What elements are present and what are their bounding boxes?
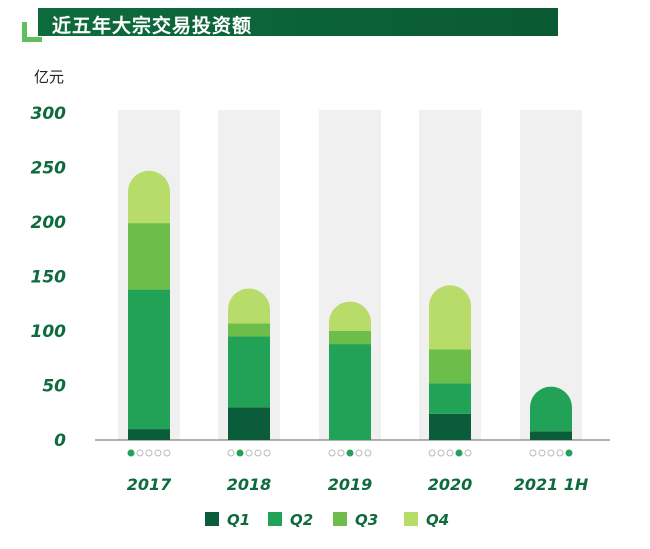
legend-label: Q2 bbox=[290, 511, 313, 529]
corner-decoration bbox=[22, 22, 42, 42]
page-dot bbox=[464, 449, 472, 457]
bar-segment-q4 bbox=[228, 288, 270, 324]
bar-segment-q2 bbox=[329, 344, 371, 440]
page-dot bbox=[154, 449, 162, 457]
y-tick-label: 300 bbox=[31, 104, 67, 124]
chart-title: 近五年大宗交易投资额 bbox=[52, 15, 253, 37]
page-dot bbox=[245, 449, 253, 457]
bar-segment-q3 bbox=[228, 323, 270, 337]
y-tick-label: 50 bbox=[42, 377, 66, 397]
x-tick-label: 2017 bbox=[127, 475, 172, 494]
y-tick-label: 200 bbox=[31, 213, 67, 233]
y-tick-label: 0 bbox=[54, 431, 66, 451]
bar-segment-q4 bbox=[429, 285, 471, 350]
bar-segment-q3 bbox=[329, 331, 371, 345]
page-dot bbox=[328, 449, 336, 457]
page-dot bbox=[227, 449, 235, 457]
column-background bbox=[520, 110, 582, 440]
page-dot bbox=[145, 449, 153, 457]
page-dot bbox=[163, 449, 171, 457]
legend-swatch bbox=[333, 512, 347, 526]
bar-segment-q2 bbox=[228, 336, 270, 408]
page-dot bbox=[446, 449, 454, 457]
bar-segment-q1 bbox=[429, 413, 471, 440]
bar-segment-q2 bbox=[530, 386, 572, 432]
page-dot bbox=[556, 449, 564, 457]
bar-segment-q2 bbox=[128, 289, 170, 430]
page-dot bbox=[254, 449, 262, 457]
page-dot bbox=[263, 449, 271, 457]
bar-segment-q4 bbox=[128, 170, 170, 224]
title-banner: 近五年大宗交易投资额 bbox=[38, 8, 558, 37]
legend-swatch bbox=[205, 512, 219, 526]
page-dot bbox=[364, 449, 372, 457]
bar-segment-q1 bbox=[128, 429, 170, 440]
page-dot bbox=[136, 449, 144, 457]
page-dot bbox=[355, 449, 363, 457]
legend-swatch bbox=[268, 512, 282, 526]
y-tick-label: 150 bbox=[31, 268, 67, 288]
page-dot bbox=[127, 449, 135, 457]
page-dot bbox=[529, 449, 537, 457]
bar-segment-q3 bbox=[128, 223, 170, 290]
page-dot bbox=[547, 449, 555, 457]
legend-label: Q3 bbox=[355, 511, 378, 529]
bar-segment-q3 bbox=[429, 349, 471, 384]
page-dot bbox=[337, 449, 345, 457]
y-tick-label: 100 bbox=[31, 322, 67, 342]
page-dot bbox=[236, 449, 244, 457]
y-axis-unit: 亿元 bbox=[34, 68, 65, 86]
page-dot bbox=[455, 449, 463, 457]
x-tick-label: 2019 bbox=[328, 475, 373, 494]
bar-segment-q4 bbox=[329, 301, 371, 331]
y-tick-label: 250 bbox=[31, 159, 67, 179]
bar-segment-q1 bbox=[530, 431, 572, 440]
legend-swatch bbox=[404, 512, 418, 526]
legend-label: Q4 bbox=[426, 511, 449, 529]
page-dot bbox=[428, 449, 436, 457]
bar-segment-q1 bbox=[228, 407, 270, 440]
x-tick-label: 2020 bbox=[428, 475, 473, 494]
page-dot bbox=[538, 449, 546, 457]
x-tick-label: 2021 1H bbox=[514, 475, 589, 494]
bar-segment-q2 bbox=[429, 383, 471, 414]
page-dot bbox=[565, 449, 573, 457]
page-dot bbox=[346, 449, 354, 457]
page-dot bbox=[437, 449, 445, 457]
legend-label: Q1 bbox=[227, 511, 250, 529]
x-tick-label: 2018 bbox=[227, 475, 272, 494]
